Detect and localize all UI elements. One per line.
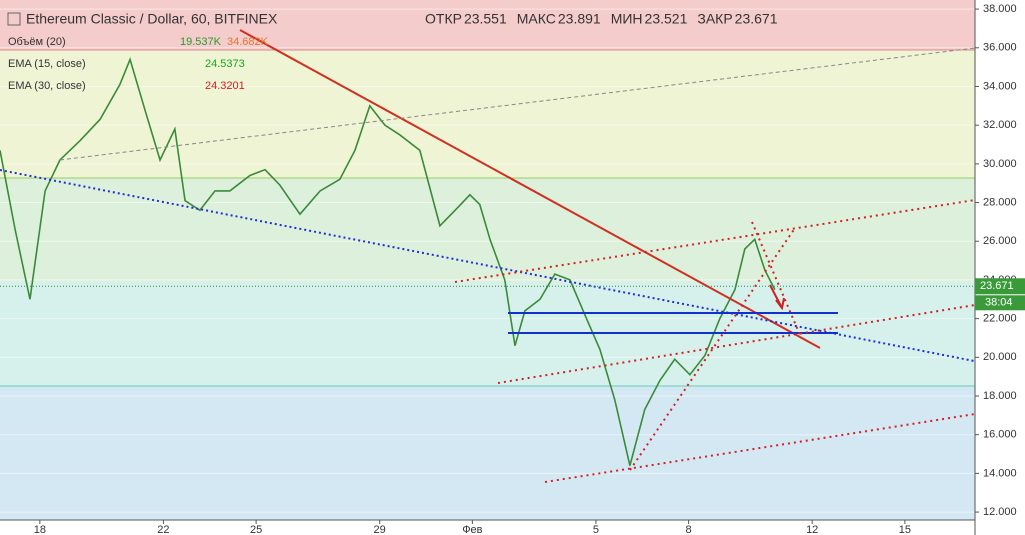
- x-tick-label: Фев: [462, 524, 482, 535]
- y-tick-label: 22.000: [983, 313, 1017, 325]
- x-tick-label: 29: [374, 524, 386, 535]
- indicator-value: 19.537K: [180, 36, 222, 48]
- timer: 38:04: [985, 297, 1013, 309]
- y-tick-label: 20.000: [983, 351, 1017, 363]
- background-bands: [0, 0, 975, 520]
- indicator-name: Объём (20): [8, 36, 66, 48]
- indicator-value: 34.682K: [227, 36, 269, 48]
- last-price: 23.671: [980, 280, 1014, 292]
- y-tick-label: 28.000: [983, 196, 1017, 208]
- x-tick-label: 12: [806, 524, 818, 535]
- ohlc-value: 23.671: [735, 11, 778, 27]
- ohlc-value: 23.521: [645, 11, 688, 27]
- timer-box: [975, 295, 1025, 311]
- time-axis-bg: [0, 520, 975, 535]
- collapse-icon[interactable]: [7, 12, 21, 26]
- y-tick-label: 14.000: [983, 467, 1017, 479]
- y-tick-label: 32.000: [983, 119, 1017, 131]
- x-tick-label: 22: [157, 524, 169, 535]
- last-price-box: [975, 278, 1025, 295]
- y-tick-label: 34.000: [983, 80, 1017, 92]
- ohlc-label: МИН: [611, 11, 643, 27]
- ohlc-value: 23.551: [464, 11, 507, 27]
- x-tick-label: 18: [34, 524, 46, 535]
- y-tick-label: 26.000: [983, 235, 1017, 247]
- price-line: [0, 56, 776, 466]
- plot: [0, 8, 975, 513]
- ohlc-value: 23.891: [558, 11, 601, 27]
- x-tick-label: 25: [250, 524, 262, 535]
- indicator-value: 24.5373: [205, 58, 245, 70]
- x-tick-label: 8: [686, 524, 692, 535]
- x-tick-label: 5: [593, 524, 599, 535]
- symbol-title: Ethereum Classic / Dollar, 60, BITFINEX: [26, 11, 278, 27]
- ohlc-label: МАКС: [517, 11, 556, 27]
- ohlc-label: ОТКР: [425, 11, 462, 27]
- indicator-name: EMA (15, close): [8, 58, 86, 70]
- price-axis-bg: [975, 0, 1025, 535]
- y-tick-label: 18.000: [983, 390, 1017, 402]
- indicator-name: EMA (30, close): [8, 80, 86, 92]
- y-tick-label: 30.000: [983, 158, 1017, 170]
- drawings: [0, 29, 1021, 483]
- y-tick-label: 36.000: [983, 42, 1017, 54]
- indicators: Объём (20) 19.537K 34.682K EMA (15, close) 2…: [8, 36, 269, 92]
- y-tick-label: 12.000: [983, 506, 1017, 518]
- indicator-value: 24.3201: [205, 80, 245, 92]
- x-tick-label: 15: [899, 524, 911, 535]
- ohlc: ОТКР 23.551 МАКС 23.891 МИН 23.521 ЗАКР 23.671: [425, 11, 778, 27]
- legend: Ethereum Classic / Dollar, 60, BITFINEX …: [7, 11, 778, 92]
- y-tick-label: 16.000: [983, 429, 1017, 441]
- ohlc-label: ЗАКР: [697, 11, 732, 27]
- y-tick-label: 38.000: [983, 3, 1017, 15]
